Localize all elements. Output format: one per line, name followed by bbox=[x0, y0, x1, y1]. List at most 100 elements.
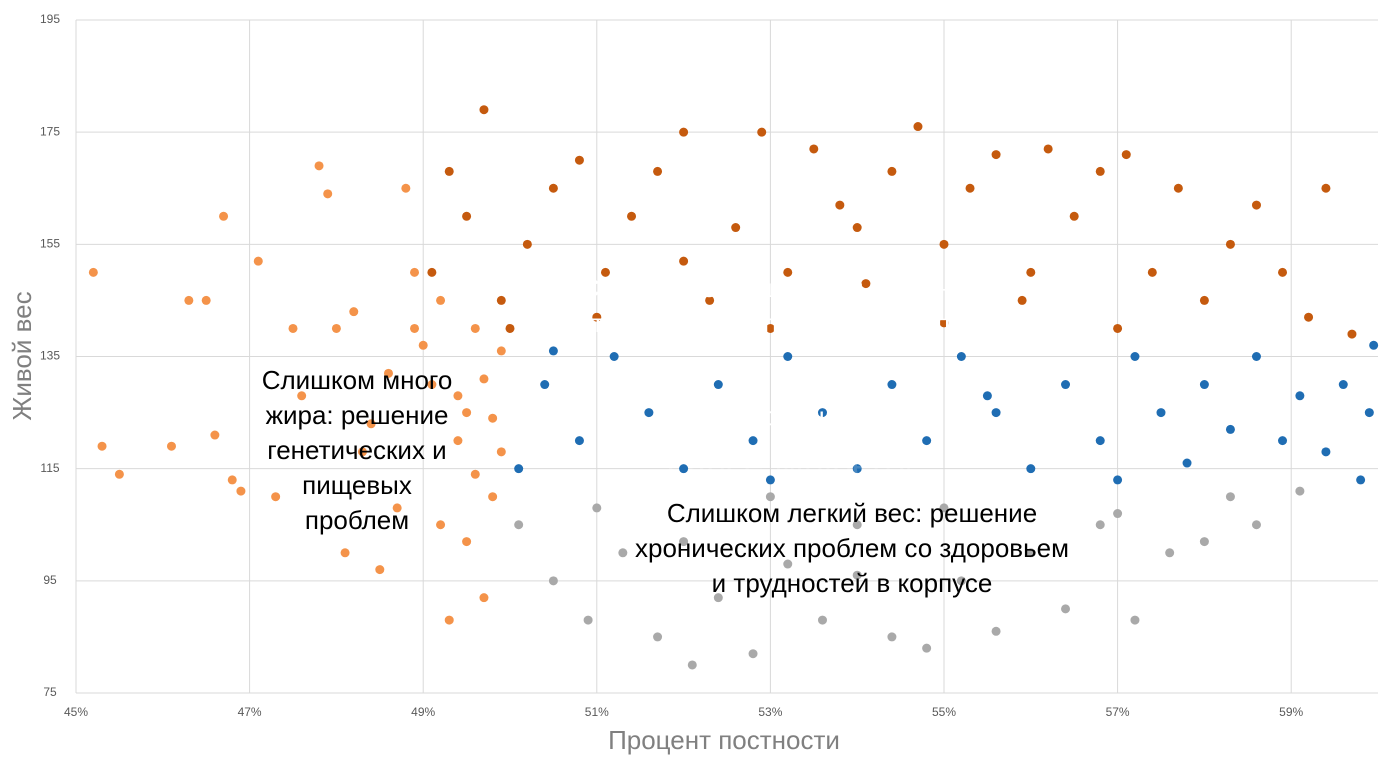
point bbox=[679, 537, 689, 547]
x-tick-label: 53% bbox=[758, 705, 782, 719]
point bbox=[679, 464, 689, 474]
point bbox=[956, 352, 966, 361]
point bbox=[713, 593, 723, 603]
point bbox=[1278, 267, 1288, 277]
point bbox=[1356, 475, 1366, 485]
series bbox=[514, 340, 1379, 485]
point bbox=[922, 436, 932, 446]
point bbox=[505, 323, 515, 333]
point bbox=[114, 469, 124, 479]
point bbox=[861, 279, 871, 289]
annotation: Слишком легкий вес: решение bbox=[667, 498, 1037, 528]
point bbox=[817, 615, 827, 625]
y-tick-label: 115 bbox=[40, 461, 59, 475]
point bbox=[982, 391, 992, 401]
point bbox=[1113, 509, 1123, 519]
point bbox=[1017, 295, 1027, 305]
point bbox=[436, 520, 446, 530]
point bbox=[1026, 548, 1036, 558]
point bbox=[627, 211, 637, 221]
x-tick-label: 45% bbox=[64, 705, 88, 719]
point bbox=[488, 492, 498, 502]
point bbox=[1304, 312, 1314, 322]
point bbox=[757, 127, 767, 137]
annotation: Без скидок и штрафов bbox=[660, 401, 930, 431]
point bbox=[383, 368, 393, 378]
point bbox=[1156, 408, 1166, 418]
point bbox=[1199, 537, 1209, 547]
x-tick-label: 59% bbox=[1279, 705, 1303, 719]
point bbox=[357, 447, 367, 457]
point bbox=[340, 548, 350, 558]
point bbox=[1199, 380, 1209, 390]
annotation: пищевых bbox=[302, 470, 412, 500]
point bbox=[1026, 464, 1036, 474]
point bbox=[922, 643, 932, 653]
point bbox=[1173, 183, 1183, 193]
point bbox=[1347, 329, 1357, 339]
point bbox=[1061, 604, 1071, 614]
point bbox=[410, 323, 420, 333]
point bbox=[522, 239, 532, 249]
point bbox=[1130, 352, 1140, 361]
point bbox=[1113, 475, 1123, 485]
point bbox=[748, 649, 758, 659]
point bbox=[210, 430, 220, 440]
point bbox=[653, 166, 663, 176]
point bbox=[470, 323, 480, 333]
point bbox=[748, 436, 758, 446]
point bbox=[765, 475, 775, 485]
point bbox=[835, 200, 845, 210]
x-tick-label: 49% bbox=[411, 705, 435, 719]
point bbox=[644, 408, 654, 418]
point bbox=[687, 660, 697, 670]
point bbox=[166, 441, 176, 451]
point bbox=[1225, 424, 1235, 434]
point bbox=[991, 626, 1001, 636]
point bbox=[618, 548, 628, 558]
point bbox=[965, 183, 975, 193]
point bbox=[939, 503, 949, 513]
point bbox=[1165, 548, 1175, 558]
point bbox=[540, 380, 550, 390]
annotation: жира: решение bbox=[266, 400, 449, 430]
point bbox=[852, 570, 862, 580]
point bbox=[548, 346, 558, 356]
point bbox=[479, 105, 489, 115]
point bbox=[592, 503, 602, 513]
point bbox=[201, 295, 211, 305]
point bbox=[1095, 520, 1105, 530]
point bbox=[1278, 436, 1288, 446]
series bbox=[427, 105, 1357, 339]
point bbox=[331, 323, 341, 333]
annotation: Слишком большой вес: решение bbox=[581, 273, 979, 303]
point bbox=[783, 559, 793, 569]
grid bbox=[75, 19, 1378, 694]
point bbox=[496, 346, 506, 356]
point bbox=[1147, 267, 1157, 277]
point bbox=[323, 189, 333, 199]
point bbox=[600, 267, 610, 277]
point bbox=[713, 380, 723, 390]
point bbox=[366, 419, 376, 429]
point bbox=[253, 256, 263, 266]
point bbox=[1121, 150, 1131, 160]
point bbox=[418, 340, 428, 350]
point bbox=[1295, 391, 1305, 401]
point bbox=[514, 520, 524, 530]
annotation: проблем bbox=[305, 505, 409, 535]
point bbox=[444, 615, 454, 625]
point bbox=[1130, 615, 1140, 625]
point bbox=[609, 352, 619, 361]
annotation: генетических и bbox=[267, 435, 446, 465]
point bbox=[271, 492, 281, 502]
annotation: маркетинговых или транспортных проблем bbox=[520, 308, 1040, 338]
point bbox=[1338, 380, 1348, 390]
point bbox=[1095, 166, 1105, 176]
point bbox=[514, 464, 524, 474]
point bbox=[852, 223, 862, 233]
point bbox=[574, 155, 584, 165]
point bbox=[1225, 492, 1235, 502]
point bbox=[783, 267, 793, 277]
point bbox=[410, 267, 420, 277]
